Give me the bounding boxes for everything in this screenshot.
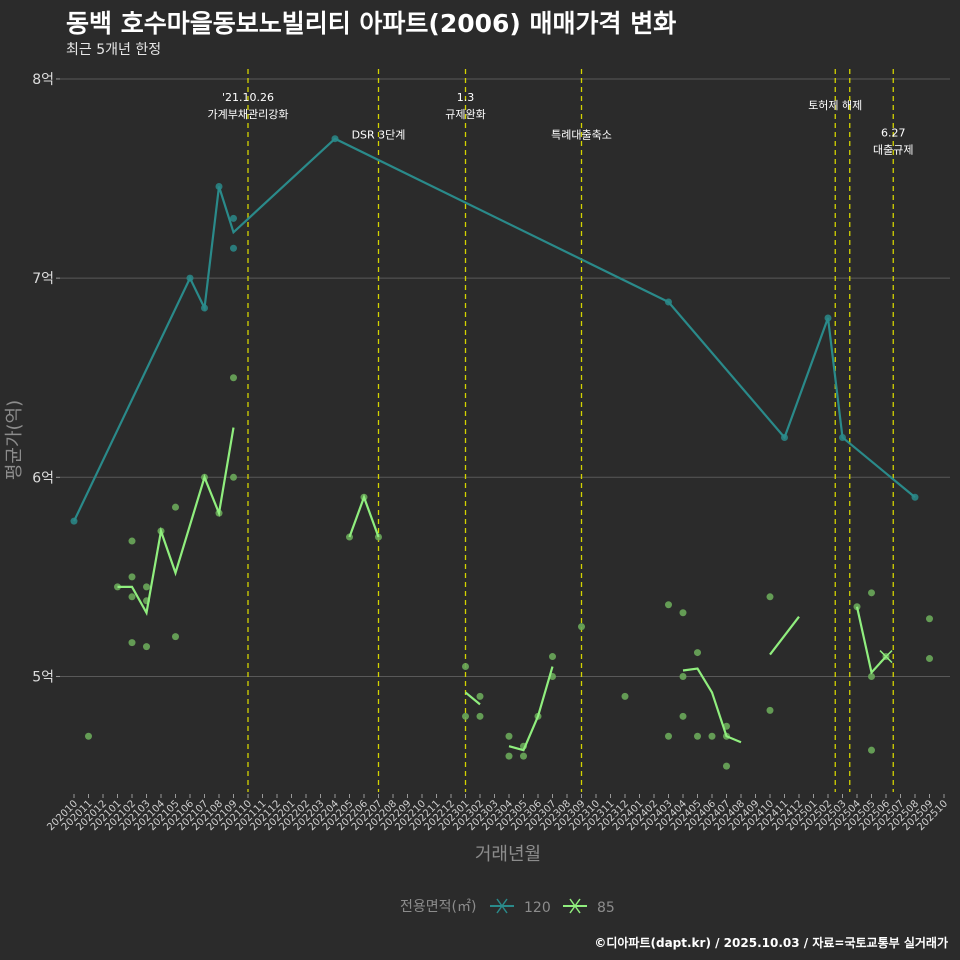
point-85 (578, 623, 585, 631)
point-85 (128, 593, 136, 601)
event-label: 토허제 해제 (808, 98, 862, 112)
series-line-85 (682, 667, 742, 744)
event-label: 가계부채관리강화 (208, 108, 289, 121)
point-85 (694, 649, 701, 657)
point-85 (172, 633, 179, 641)
event-label: 1.3 (457, 91, 475, 104)
series-line-85 (508, 666, 554, 752)
series-line-85 (464, 691, 481, 706)
point-85 (505, 752, 513, 760)
event-label: 6.27 (881, 127, 906, 140)
point-85 (679, 609, 687, 617)
point-85 (621, 692, 629, 700)
point-85 (128, 537, 136, 545)
axis-layer: 5억6억7억8억20201020201120201220210120210220… (32, 72, 950, 833)
legend-marker-85 (569, 898, 581, 914)
point-85 (230, 473, 237, 481)
point-85 (549, 653, 556, 661)
point-85 (868, 672, 875, 680)
point-85 (665, 601, 672, 609)
point-85 (143, 643, 150, 651)
point-120 (230, 214, 237, 222)
x-axis-label: 거래년월 (475, 844, 541, 865)
point-85 (128, 639, 136, 647)
point-85 (172, 503, 179, 511)
grid-layer (56, 78, 950, 677)
point-85 (708, 732, 716, 740)
point-85 (476, 712, 484, 720)
source-caption: ©디아파트(dapt.kr) / 2025.10.03 / 자료=국토교통부 실… (594, 936, 948, 950)
event-label: 규제완화 (445, 108, 485, 121)
point-85 (476, 692, 484, 700)
legend-label-85: 85 (597, 900, 615, 916)
point-85 (128, 573, 136, 581)
y-axis-label: 평균가(억) (4, 400, 25, 480)
event-label: DSR 3단계 (352, 129, 406, 142)
chart-title: 동백 호수마을동보노빌리티 아파트(2006) 매매가격 변화 (66, 9, 677, 38)
point-85 (723, 762, 730, 770)
point-85 (766, 706, 774, 714)
point-85 (679, 672, 687, 680)
y-tick-label: 6억 (32, 470, 54, 486)
y-tick-label: 8억 (32, 72, 54, 88)
series-line-85 (769, 616, 800, 656)
point-85 (679, 712, 687, 720)
point-85 (230, 374, 237, 382)
legend-label-120: 120 (524, 900, 551, 916)
point-85 (926, 615, 933, 623)
point-120 (230, 244, 237, 252)
series-line-85 (117, 427, 235, 616)
latest-marker-85 (879, 650, 893, 664)
legend: 전용면적(㎡) 120 85 (400, 898, 615, 916)
point-85 (868, 746, 875, 754)
event-label: 대출규제 (873, 144, 913, 157)
event-label: 특례대출축소 (551, 129, 612, 142)
point-85 (665, 732, 672, 740)
point-85 (462, 712, 469, 720)
chart-subtitle: 최근 5개년 한정 (66, 42, 162, 58)
series-line-85 (348, 494, 380, 538)
event-label: '21.10.26 (222, 91, 274, 104)
point-85 (520, 752, 527, 760)
point-85 (505, 732, 513, 740)
point-85 (143, 583, 150, 591)
point-85 (868, 589, 875, 597)
legend-title: 전용면적(㎡) (400, 899, 476, 915)
series-line-85 (855, 606, 887, 675)
point-85 (926, 655, 933, 663)
point-85 (85, 732, 92, 740)
point-85 (694, 732, 701, 740)
point-85 (766, 593, 774, 601)
y-tick-label: 5억 (32, 669, 54, 685)
series-line-120 (73, 137, 916, 522)
point-85 (462, 663, 469, 671)
series-layer (70, 135, 933, 770)
y-tick-label: 7억 (32, 271, 54, 287)
legend-marker-120 (496, 898, 508, 914)
